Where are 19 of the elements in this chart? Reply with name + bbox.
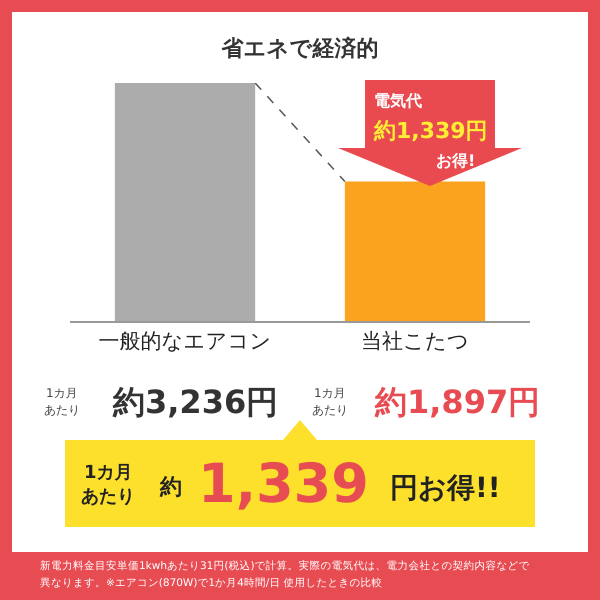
text: あたり <box>44 403 80 417</box>
data-label: 約1,897円 <box>374 383 540 421</box>
text: 1カ月 <box>314 386 346 400</box>
text: 新電力料金目安単価1kwhあたり31円(税込)で計算。実際の電気代は、電力会社との契約内容などで <box>40 559 531 572</box>
text: あたり <box>81 486 135 507</box>
text: 1,339 <box>198 452 369 515</box>
annotation: 約1,339円 <box>373 119 488 144</box>
data-label: 約3,236円 <box>112 383 278 421</box>
text: 1カ月 <box>46 386 78 400</box>
text: あたり <box>312 403 348 417</box>
text: 円お得!! <box>390 471 501 504</box>
annotation: 電気代 <box>374 91 422 110</box>
text: 約 <box>159 475 182 500</box>
x-tick-label: 一般的なエアコン <box>98 328 272 353</box>
text: 異なります。※エアコン(870W)で1か月4時間/日 使用したときの比較 <box>40 576 383 589</box>
annotation: お得! <box>436 151 476 170</box>
chart-title: 省エネで経済的 <box>220 36 378 62</box>
x-tick-label: 当社こたつ <box>361 328 469 353</box>
text: 1カ月 <box>84 462 133 483</box>
